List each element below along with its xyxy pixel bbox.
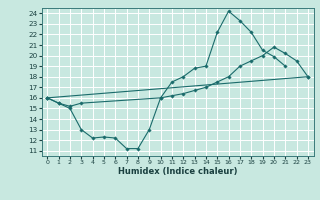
X-axis label: Humidex (Indice chaleur): Humidex (Indice chaleur) xyxy=(118,167,237,176)
